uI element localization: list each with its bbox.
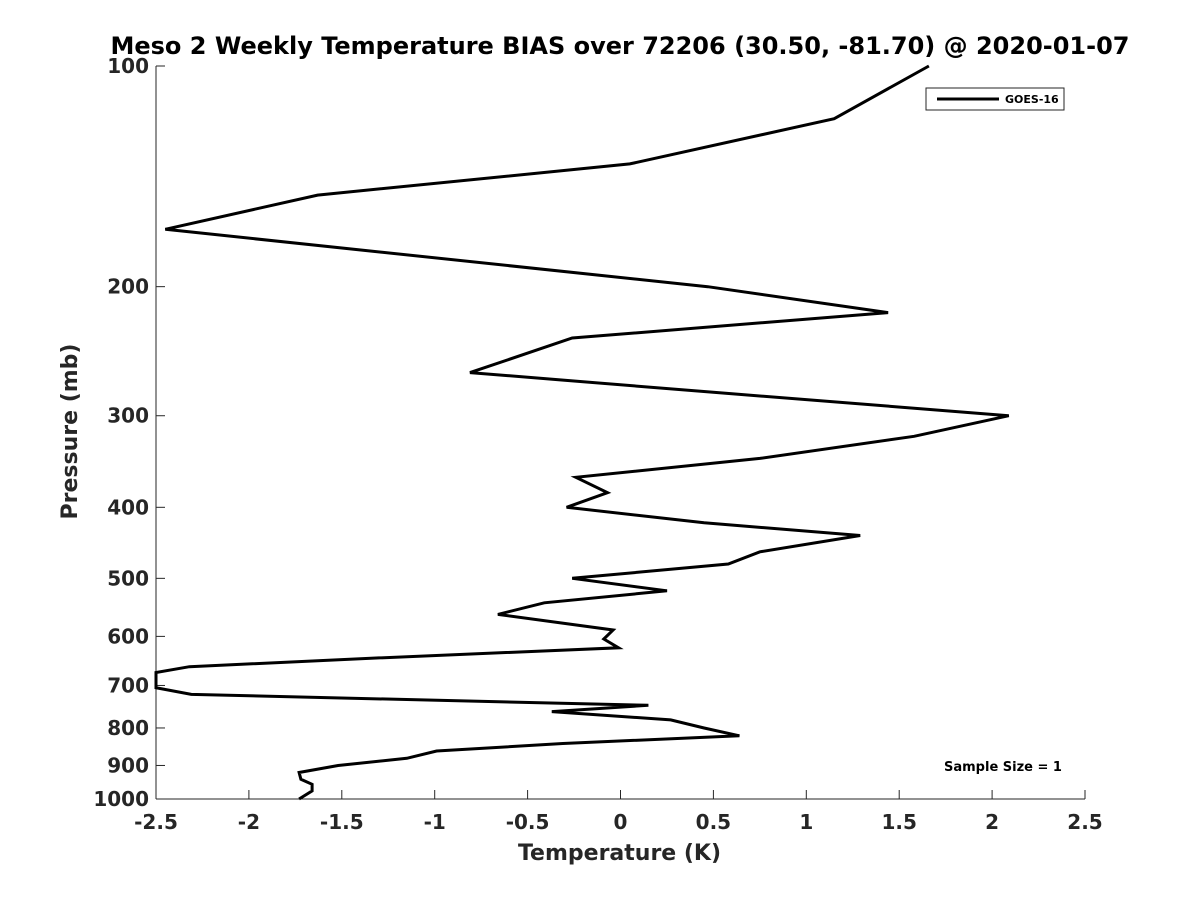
- y-tick-label: 400: [107, 495, 149, 519]
- x-tick-label: -1.5: [320, 810, 364, 834]
- x-tick-label: -2: [238, 810, 260, 834]
- axes: [155, 66, 1085, 800]
- x-tick-label: 1: [799, 810, 813, 834]
- y-tick-label: 100: [107, 54, 149, 78]
- x-tick-label: 1.5: [881, 810, 916, 834]
- series-group: [154, 64, 1010, 801]
- y-tick-label: 600: [107, 624, 149, 648]
- x-tick-label: -1: [424, 810, 446, 834]
- series-line-goes-16: [154, 64, 1010, 801]
- chart-title: Meso 2 Weekly Temperature BIAS over 7220…: [110, 32, 1129, 60]
- x-tick-label: -0.5: [506, 810, 550, 834]
- x-tick-label: 2.5: [1067, 810, 1102, 834]
- legend: GOES-16: [925, 87, 1065, 111]
- y-tick-label: 700: [107, 673, 149, 697]
- y-tick-label: 300: [107, 404, 149, 428]
- x-tick-label: 2: [985, 810, 999, 834]
- x-tick-label: 0: [614, 810, 628, 834]
- y-axis-label: Pressure (mb): [58, 344, 83, 520]
- x-axis-label: Temperature (K): [518, 841, 721, 866]
- x-tick-label: 0.5: [696, 810, 731, 834]
- y-tick-label: 200: [107, 275, 149, 299]
- legend-entry-goes-16: GOES-16: [1005, 93, 1059, 106]
- x-tick-label: -2.5: [134, 810, 178, 834]
- sample-size-annotation: Sample Size = 1: [944, 760, 1062, 775]
- y-tick-label: 900: [107, 753, 149, 777]
- y-tick-label: 800: [107, 716, 149, 740]
- y-tick-label: 1000: [93, 787, 149, 811]
- y-tick-label: 500: [107, 566, 149, 590]
- y-ticks: 100 200 300 400 500 600 700 800 900 1000: [93, 54, 165, 811]
- x-ticks: -2.5 -2 -1.5 -1 -0.5 0 0.5 1 1.5 2 2.5: [134, 790, 1103, 834]
